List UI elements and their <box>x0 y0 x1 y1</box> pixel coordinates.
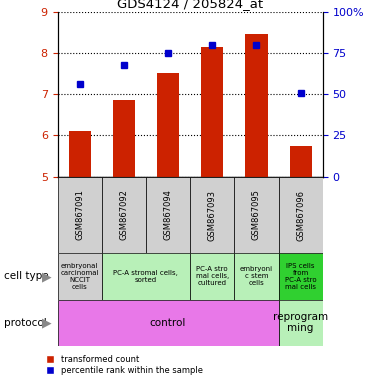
Text: embryoni
c stem
cells: embryoni c stem cells <box>240 266 273 286</box>
Text: PC-A stro
mal cells,
cultured: PC-A stro mal cells, cultured <box>196 266 229 286</box>
Text: cell type: cell type <box>4 271 48 281</box>
Bar <box>113 100 135 177</box>
Text: reprogram
ming: reprogram ming <box>273 312 328 333</box>
Bar <box>279 177 323 253</box>
Text: GSM867094: GSM867094 <box>164 190 173 240</box>
Text: PC-A stromal cells,
sorted: PC-A stromal cells, sorted <box>114 270 178 283</box>
Text: embryonal
carcinomal
NCCIT
cells: embryonal carcinomal NCCIT cells <box>60 263 99 290</box>
Text: GSM867096: GSM867096 <box>296 190 305 240</box>
Text: control: control <box>150 318 186 328</box>
Bar <box>234 253 279 300</box>
Text: GSM867092: GSM867092 <box>119 190 128 240</box>
Bar <box>157 73 179 177</box>
Bar <box>279 300 323 346</box>
Bar <box>102 253 190 300</box>
Bar <box>201 46 223 177</box>
Text: GSM867093: GSM867093 <box>208 190 217 240</box>
Bar <box>279 253 323 300</box>
Bar <box>69 131 91 177</box>
Text: GSM867091: GSM867091 <box>75 190 84 240</box>
Bar <box>102 177 146 253</box>
Title: GDS4124 / 205824_at: GDS4124 / 205824_at <box>117 0 263 10</box>
Bar <box>146 177 190 253</box>
Bar <box>190 253 234 300</box>
Bar <box>290 146 312 177</box>
Text: IPS cells
from
PC-A stro
mal cells: IPS cells from PC-A stro mal cells <box>285 263 316 290</box>
Text: ▶: ▶ <box>42 270 51 283</box>
Bar <box>58 253 102 300</box>
Text: ▶: ▶ <box>42 316 51 329</box>
Text: GSM867095: GSM867095 <box>252 190 261 240</box>
Legend: transformed count, percentile rank within the sample: transformed count, percentile rank withi… <box>41 355 203 375</box>
Bar <box>190 177 234 253</box>
Bar <box>58 300 279 346</box>
Bar <box>234 177 279 253</box>
Bar <box>58 177 102 253</box>
Text: protocol: protocol <box>4 318 46 328</box>
Bar <box>245 34 267 177</box>
